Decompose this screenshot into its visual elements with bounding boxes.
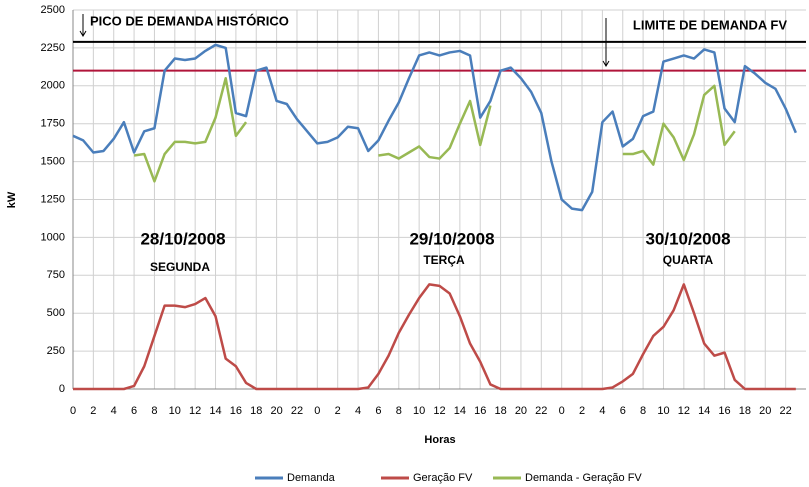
legend-label: Demanda xyxy=(287,472,336,484)
x-tick-label: 14 xyxy=(454,405,466,417)
x-tick-label: 4 xyxy=(599,405,605,417)
x-tick-label: 10 xyxy=(657,405,669,417)
x-tick-label: 12 xyxy=(433,405,445,417)
x-tick-label: 4 xyxy=(111,405,117,417)
x-tick-label: 10 xyxy=(413,405,425,417)
reference-label: LIMITE DE DEMANDA FV xyxy=(633,17,787,32)
y-tick-label: 1250 xyxy=(41,193,65,205)
x-tick-label: 14 xyxy=(209,405,221,417)
x-tick-label: 2 xyxy=(335,405,341,417)
x-tick-label: 4 xyxy=(355,405,361,417)
x-tick-label: 0 xyxy=(70,405,76,417)
reference-label: PICO DE DEMANDA HISTÓRICO xyxy=(90,13,289,28)
x-tick-label: 0 xyxy=(559,405,565,417)
x-tick-label: 22 xyxy=(535,405,547,417)
annotation-day: TERÇA xyxy=(423,253,465,267)
x-tick-label: 8 xyxy=(151,405,157,417)
y-tick-label: 250 xyxy=(47,345,65,357)
x-tick-label: 18 xyxy=(250,405,262,417)
annotation-date: 29/10/2008 xyxy=(409,229,494,248)
x-tick-label: 20 xyxy=(515,405,527,417)
x-tick-label: 18 xyxy=(739,405,751,417)
x-tick-label: 22 xyxy=(780,405,792,417)
x-tick-label: 8 xyxy=(396,405,402,417)
y-tick-label: 2250 xyxy=(41,42,65,54)
x-tick-label: 0 xyxy=(314,405,320,417)
y-tick-label: 2000 xyxy=(41,80,65,92)
x-tick-label: 20 xyxy=(270,405,282,417)
annotation-date: 30/10/2008 xyxy=(645,229,730,248)
annotation-date: 28/10/2008 xyxy=(140,229,225,248)
x-tick-label: 2 xyxy=(90,405,96,417)
x-tick-label: 22 xyxy=(291,405,303,417)
y-tick-label: 1750 xyxy=(41,118,65,130)
y-tick-label: 2500 xyxy=(41,4,65,16)
x-tick-label: 6 xyxy=(131,405,137,417)
x-axis-label: Horas xyxy=(424,434,455,446)
y-tick-label: 1000 xyxy=(41,231,65,243)
series-line xyxy=(73,283,796,391)
x-tick-label: 12 xyxy=(189,405,201,417)
annotation-day: SEGUNDA xyxy=(150,260,210,274)
y-tick-label: 0 xyxy=(59,383,65,395)
legend-label: Demanda - Geração FV xyxy=(525,472,642,484)
annotation-day: QUARTA xyxy=(663,253,714,267)
x-tick-label: 20 xyxy=(759,405,771,417)
x-tick-label: 16 xyxy=(230,405,242,417)
legend-label: Geração FV xyxy=(413,472,473,484)
y-tick-label: 500 xyxy=(47,307,65,319)
x-tick-label: 14 xyxy=(698,405,710,417)
annotation-arrow xyxy=(79,14,87,37)
y-tick-label: 1500 xyxy=(41,156,65,168)
x-tick-label: 18 xyxy=(494,405,506,417)
series-line xyxy=(72,43,797,212)
y-axis-label: kW xyxy=(6,191,18,208)
x-tick-label: 16 xyxy=(474,405,486,417)
y-tick-label: 750 xyxy=(47,269,65,281)
x-tick-label: 8 xyxy=(640,405,646,417)
x-tick-label: 2 xyxy=(579,405,585,417)
x-tick-label: 10 xyxy=(169,405,181,417)
series-line xyxy=(133,76,736,183)
x-tick-label: 6 xyxy=(375,405,381,417)
annotation-arrow xyxy=(602,18,610,67)
x-tick-label: 6 xyxy=(620,405,626,417)
x-tick-label: 12 xyxy=(678,405,690,417)
x-tick-label: 16 xyxy=(718,405,730,417)
